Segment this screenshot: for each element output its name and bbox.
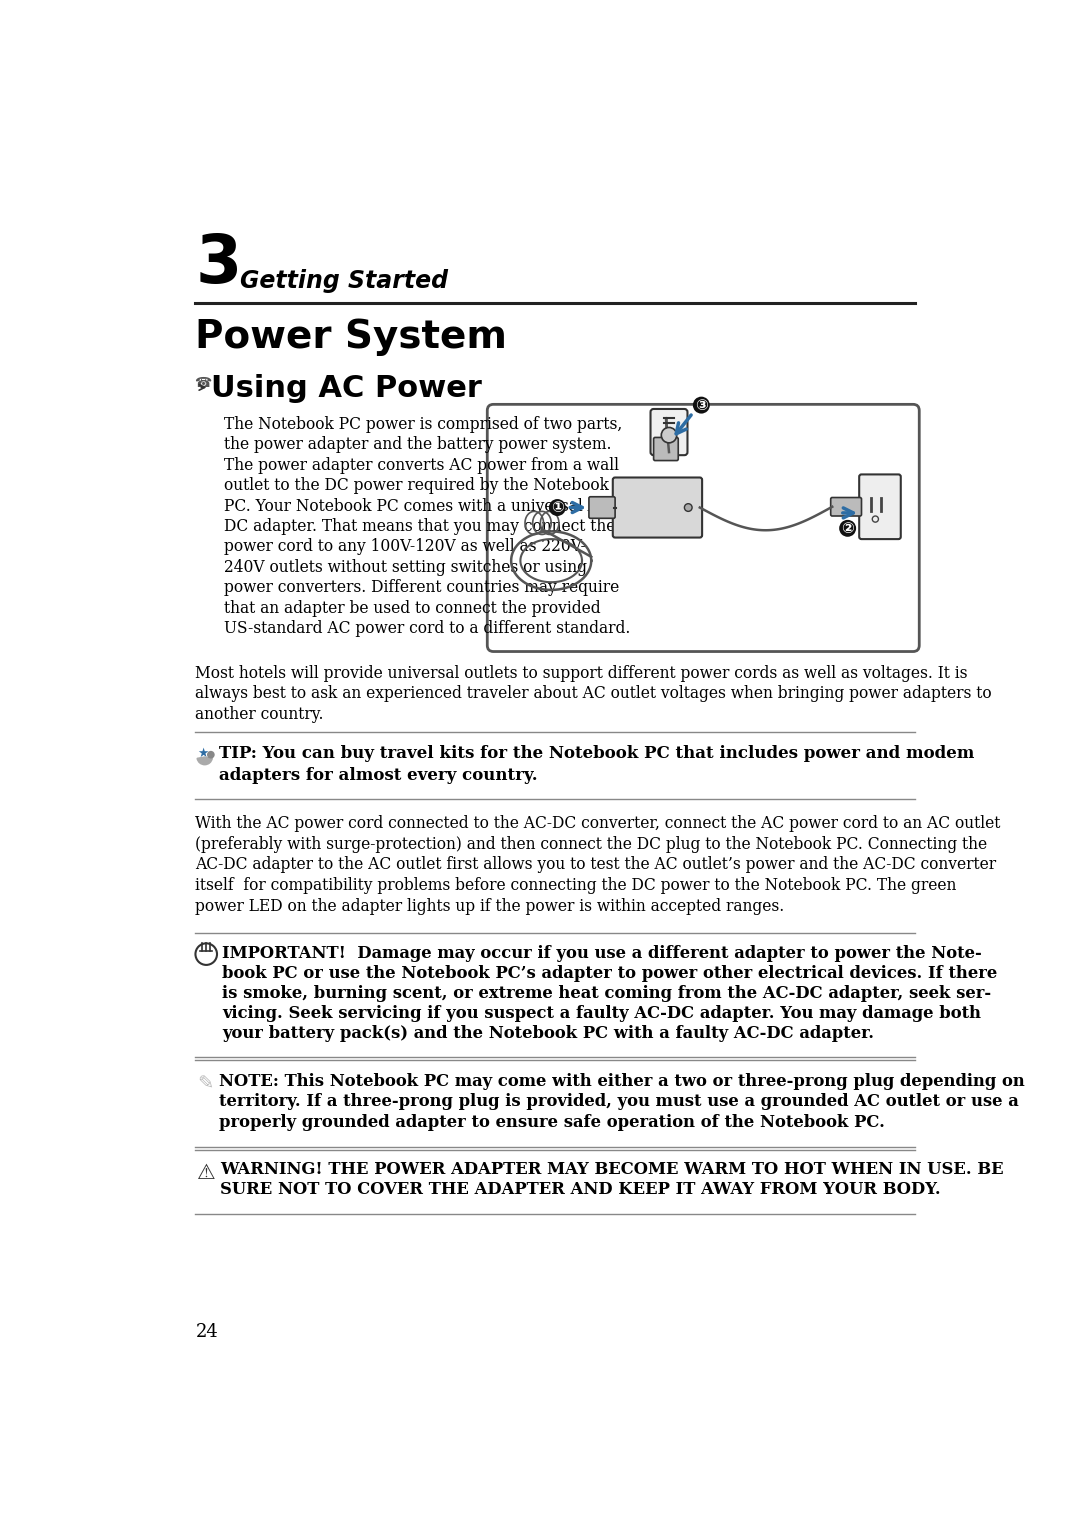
Circle shape: [207, 750, 215, 758]
Text: outlet to the DC power required by the Notebook: outlet to the DC power required by the N…: [224, 477, 609, 494]
Circle shape: [873, 516, 878, 523]
Circle shape: [685, 504, 692, 512]
Text: Most hotels will provide universal outlets to support different power cords as w: Most hotels will provide universal outle…: [195, 665, 968, 681]
Text: territory. If a three-prong plug is provided, you must use a grounded AC outlet : territory. If a three-prong plug is prov…: [218, 1094, 1018, 1111]
Text: is smoke, burning scent, or extreme heat coming from the AC-DC adapter, seek ser: is smoke, burning scent, or extreme heat…: [222, 986, 991, 1002]
Text: The Notebook PC power is comprised of two parts,: The Notebook PC power is comprised of tw…: [224, 416, 622, 432]
Circle shape: [661, 428, 677, 443]
Text: 3: 3: [195, 231, 242, 298]
Text: Using AC Power: Using AC Power: [211, 374, 482, 403]
FancyBboxPatch shape: [487, 405, 919, 651]
Text: With the AC power cord connected to the AC-DC converter, connect the AC power co: With the AC power cord connected to the …: [195, 814, 1001, 831]
FancyBboxPatch shape: [860, 474, 901, 539]
Text: properly grounded adapter to ensure safe operation of the Notebook PC.: properly grounded adapter to ensure safe…: [218, 1114, 885, 1131]
Text: power cord to any 100V-120V as well as 220V-: power cord to any 100V-120V as well as 2…: [224, 538, 585, 555]
Text: another country.: another country.: [195, 706, 324, 723]
Circle shape: [549, 500, 566, 516]
FancyBboxPatch shape: [612, 477, 702, 538]
Circle shape: [195, 943, 217, 964]
Text: ✎: ✎: [197, 1074, 214, 1093]
Text: Power System: Power System: [195, 318, 508, 356]
Text: (preferably with surge-protection) and then connect the DC plug to the Notebook : (preferably with surge-protection) and t…: [195, 836, 987, 853]
Text: book PC or use the Notebook PC’s adapter to power other electrical devices. If t: book PC or use the Notebook PC’s adapter…: [222, 964, 998, 983]
Text: the power adapter and the battery power system.: the power adapter and the battery power …: [224, 437, 611, 454]
Circle shape: [839, 520, 856, 536]
Text: ①: ①: [551, 500, 564, 515]
Text: power LED on the adapter lights up if the power is within accepted ranges.: power LED on the adapter lights up if th…: [195, 898, 785, 915]
Text: AC-DC adapter to the AC outlet first allows you to test the AC outlet’s power an: AC-DC adapter to the AC outlet first all…: [195, 856, 997, 874]
Text: Getting Started: Getting Started: [240, 269, 448, 293]
Text: itself  for compatibility problems before connecting the DC power to the Noteboo: itself for compatibility problems before…: [195, 877, 957, 894]
Text: vicing. Seek servicing if you suspect a faulty AC-DC adapter. You may damage bot: vicing. Seek servicing if you suspect a …: [222, 1005, 982, 1022]
Text: ②: ②: [841, 521, 854, 536]
Text: that an adapter be used to connect the provided: that an adapter be used to connect the p…: [224, 599, 600, 616]
Text: 24: 24: [195, 1323, 218, 1342]
FancyBboxPatch shape: [650, 410, 688, 455]
Text: SURE NOT TO COVER THE ADAPTER AND KEEP IT AWAY FROM YOUR BODY.: SURE NOT TO COVER THE ADAPTER AND KEEP I…: [220, 1181, 941, 1198]
Text: 240V outlets without setting switches or using: 240V outlets without setting switches or…: [224, 559, 586, 576]
Text: adapters for almost every country.: adapters for almost every country.: [218, 767, 537, 784]
Text: power converters. Different countries may require: power converters. Different countries ma…: [224, 579, 619, 596]
Wedge shape: [198, 756, 213, 764]
Circle shape: [693, 397, 710, 414]
Text: always best to ask an experienced traveler about AC outlet voltages when bringin: always best to ask an experienced travel…: [195, 686, 993, 703]
Text: your battery pack(s) and the Notebook PC with a faulty AC-DC adapter.: your battery pack(s) and the Notebook PC…: [222, 1025, 875, 1042]
Text: ③: ③: [694, 397, 707, 413]
Text: The power adapter converts AC power from a wall: The power adapter converts AC power from…: [224, 457, 619, 474]
FancyBboxPatch shape: [589, 497, 616, 518]
Text: ⚠: ⚠: [197, 1163, 216, 1183]
Text: DC adapter. That means that you may connect the: DC adapter. That means that you may conn…: [224, 518, 616, 535]
Text: PC. Your Notebook PC comes with a universal AC-: PC. Your Notebook PC comes with a univer…: [224, 498, 616, 515]
FancyBboxPatch shape: [653, 437, 678, 460]
Text: ★: ★: [197, 747, 208, 759]
Text: TIP: You can buy travel kits for the Notebook PC that includes power and modem: TIP: You can buy travel kits for the Not…: [218, 746, 974, 762]
Text: WARNING! THE POWER ADAPTER MAY BECOME WARM TO HOT WHEN IN USE. BE: WARNING! THE POWER ADAPTER MAY BECOME WA…: [220, 1161, 1003, 1178]
Text: US-standard AC power cord to a different standard.: US-standard AC power cord to a different…: [224, 620, 631, 637]
Text: IMPORTANT!  Damage may occur if you use a different adapter to power the Note-: IMPORTANT! Damage may occur if you use a…: [222, 944, 982, 963]
FancyBboxPatch shape: [831, 498, 862, 516]
Text: ☎: ☎: [194, 376, 212, 390]
Text: NOTE: This Notebook PC may come with either a two or three-prong plug depending : NOTE: This Notebook PC may come with eit…: [218, 1073, 1024, 1089]
